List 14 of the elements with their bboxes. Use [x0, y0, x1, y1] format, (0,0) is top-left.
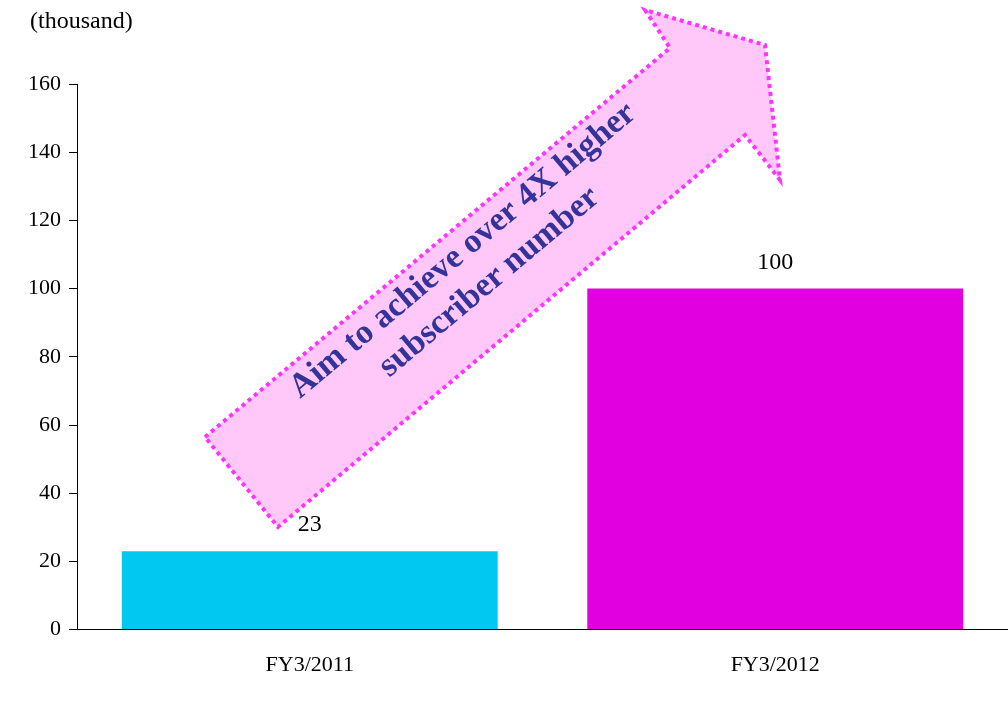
- data-label: 23: [297, 510, 322, 537]
- y-axis-title: (thousand): [30, 7, 133, 34]
- data-label: 100: [757, 247, 794, 274]
- y-tick-label: 40: [39, 478, 61, 504]
- y-tick-label: 120: [28, 206, 61, 232]
- y-tick-label: 20: [39, 547, 61, 573]
- y-tick-label: 160: [28, 69, 61, 95]
- y-tick-label: 80: [39, 342, 61, 368]
- y-tick-label: 140: [28, 137, 61, 163]
- x-tick-label: FY3/2011: [265, 650, 354, 676]
- y-tick-label: 0: [50, 615, 61, 641]
- y-tick-label: 100: [28, 274, 61, 300]
- y-tick-label: 60: [39, 410, 61, 436]
- x-tick-label: FY3/2012: [730, 650, 820, 676]
